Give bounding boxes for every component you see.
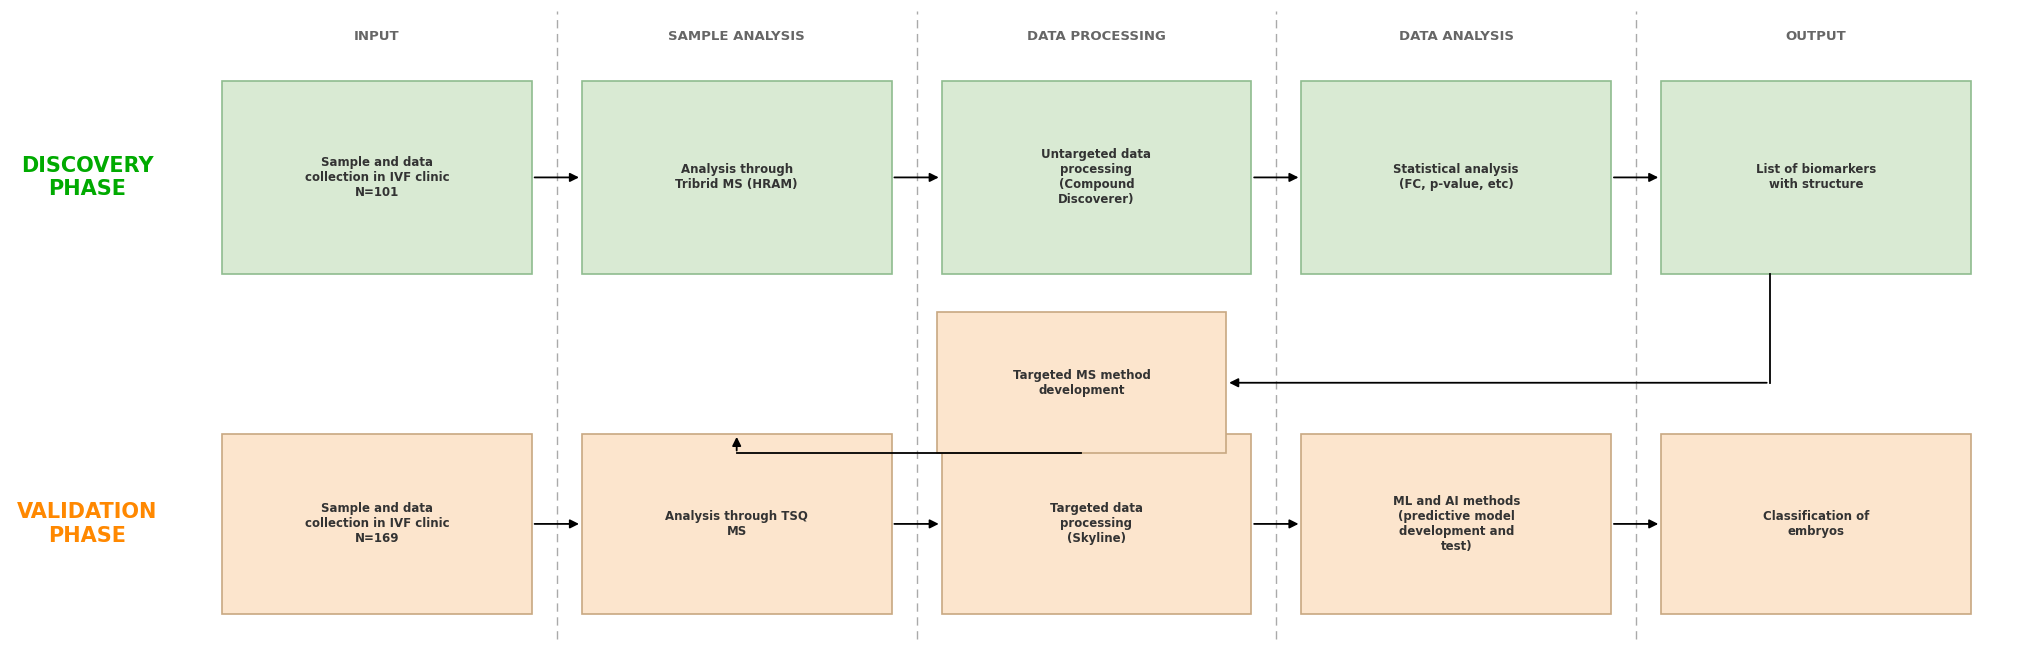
Text: Targeted MS method
development: Targeted MS method development: [1013, 369, 1151, 396]
Text: ML and AI methods
(predictive model
development and
test): ML and AI methods (predictive model deve…: [1393, 495, 1520, 553]
Text: SAMPLE ANALYSIS: SAMPLE ANALYSIS: [668, 30, 806, 43]
FancyBboxPatch shape: [942, 81, 1250, 274]
Text: List of biomarkers
with structure: List of biomarkers with structure: [1756, 163, 1876, 191]
Text: Targeted data
processing
(Skyline): Targeted data processing (Skyline): [1050, 502, 1143, 545]
Text: VALIDATION
PHASE: VALIDATION PHASE: [16, 502, 156, 545]
Text: OUTPUT: OUTPUT: [1786, 30, 1847, 43]
Text: DATA PROCESSING: DATA PROCESSING: [1027, 30, 1165, 43]
FancyBboxPatch shape: [936, 312, 1226, 453]
FancyBboxPatch shape: [1301, 434, 1612, 614]
Text: Classification of
embryos: Classification of embryos: [1762, 510, 1870, 538]
Text: Statistical analysis
(FC, p-value, etc): Statistical analysis (FC, p-value, etc): [1393, 163, 1518, 191]
Text: Sample and data
collection in IVF clinic
N=169: Sample and data collection in IVF clinic…: [304, 502, 449, 545]
FancyBboxPatch shape: [583, 81, 891, 274]
FancyBboxPatch shape: [942, 434, 1250, 614]
FancyBboxPatch shape: [1301, 81, 1612, 274]
Text: Sample and data
collection in IVF clinic
N=101: Sample and data collection in IVF clinic…: [304, 156, 449, 199]
Text: Analysis through TSQ
MS: Analysis through TSQ MS: [666, 510, 808, 538]
FancyBboxPatch shape: [221, 434, 532, 614]
Text: Analysis through
Tribrid MS (HRAM): Analysis through Tribrid MS (HRAM): [676, 163, 798, 191]
Text: DISCOVERY
PHASE: DISCOVERY PHASE: [20, 156, 154, 199]
Text: DATA ANALYSIS: DATA ANALYSIS: [1399, 30, 1514, 43]
FancyBboxPatch shape: [1661, 81, 1971, 274]
FancyBboxPatch shape: [221, 81, 532, 274]
FancyBboxPatch shape: [583, 434, 891, 614]
Text: INPUT: INPUT: [353, 30, 400, 43]
Text: Untargeted data
processing
(Compound
Discoverer): Untargeted data processing (Compound Dis…: [1041, 148, 1151, 207]
FancyBboxPatch shape: [1661, 434, 1971, 614]
